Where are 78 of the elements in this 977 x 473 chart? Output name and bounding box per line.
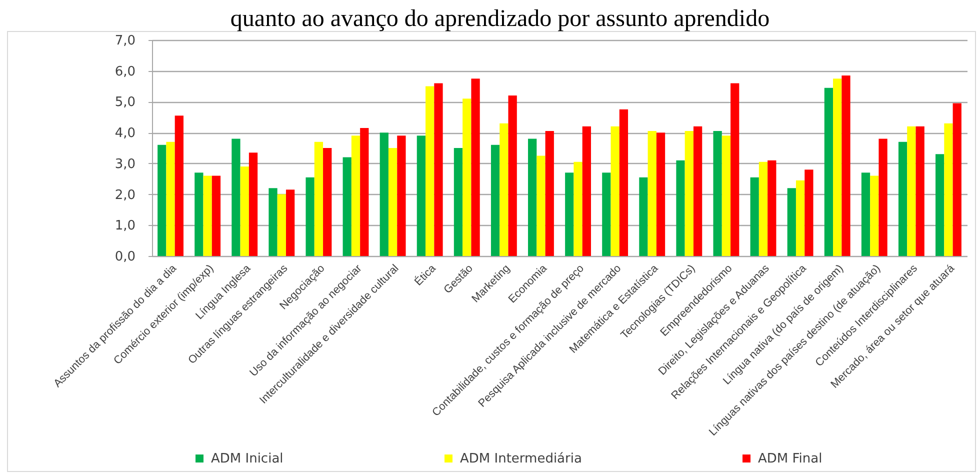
bar <box>804 170 814 256</box>
bar <box>323 148 332 256</box>
bar <box>500 123 508 256</box>
y-tick-label: 4,0 <box>114 126 136 142</box>
bar <box>787 188 796 256</box>
bar <box>158 144 166 256</box>
bar <box>648 131 656 256</box>
bar <box>342 157 352 256</box>
bar <box>471 78 480 256</box>
bar <box>462 98 472 256</box>
bar <box>907 126 916 256</box>
legend-label: ADM Intermediária <box>460 452 582 466</box>
bar <box>722 136 731 256</box>
bar <box>676 160 685 256</box>
bar <box>833 78 842 256</box>
bar <box>203 176 212 256</box>
bar <box>684 131 694 256</box>
bar <box>861 172 870 256</box>
bar <box>758 162 768 256</box>
bar <box>610 126 620 256</box>
bar <box>454 148 463 256</box>
bar <box>916 126 924 256</box>
bar <box>619 109 628 256</box>
bar <box>565 172 574 256</box>
bar <box>286 190 295 256</box>
bar <box>360 128 369 256</box>
bar <box>870 176 879 256</box>
bar <box>713 131 722 256</box>
y-tick-label: 0,0 <box>114 250 136 264</box>
bar <box>306 177 314 256</box>
y-tick-label: 1,0 <box>114 218 136 234</box>
bar <box>693 126 702 256</box>
bar <box>750 177 759 256</box>
bar <box>824 88 834 256</box>
bar <box>380 132 388 256</box>
bar <box>536 156 546 256</box>
y-tick-label: 6,0 <box>114 64 136 80</box>
chart-title: quanto ao avanço do aprendizado por assunto aprendido <box>230 6 770 32</box>
bar <box>768 160 776 256</box>
bar <box>166 142 175 256</box>
bar <box>842 75 850 256</box>
bar <box>397 136 406 256</box>
bar <box>194 172 204 256</box>
y-tick-label: 7,0 <box>114 34 136 48</box>
bar <box>426 86 434 256</box>
y-tick-label: 2,0 <box>114 188 136 203</box>
bar <box>351 136 360 256</box>
bar <box>936 154 944 256</box>
bar <box>240 166 249 256</box>
bar <box>528 138 537 256</box>
bar <box>878 138 888 256</box>
legend-label: ADM Inicial <box>211 452 284 466</box>
bar <box>952 103 962 256</box>
bar <box>582 126 591 256</box>
y-tick-label: 5,0 <box>114 95 136 110</box>
bar <box>388 148 398 256</box>
bar <box>434 83 443 256</box>
bar <box>268 188 278 256</box>
bar <box>730 83 740 256</box>
bar <box>545 131 554 256</box>
bar <box>639 177 648 256</box>
bar <box>796 180 805 256</box>
bar <box>314 142 324 256</box>
bar <box>898 142 908 256</box>
bar <box>490 144 500 256</box>
legend-label: ADM Final <box>758 452 822 466</box>
bar <box>277 194 286 256</box>
bar <box>248 152 258 256</box>
bar <box>416 136 426 256</box>
bar <box>174 116 184 256</box>
bar <box>508 96 517 256</box>
bar <box>574 162 582 256</box>
bar <box>212 176 221 256</box>
bar <box>602 172 611 256</box>
bar <box>944 123 953 256</box>
y-tick-label: 3,0 <box>114 156 136 172</box>
bar <box>232 138 240 256</box>
bar <box>656 132 666 256</box>
